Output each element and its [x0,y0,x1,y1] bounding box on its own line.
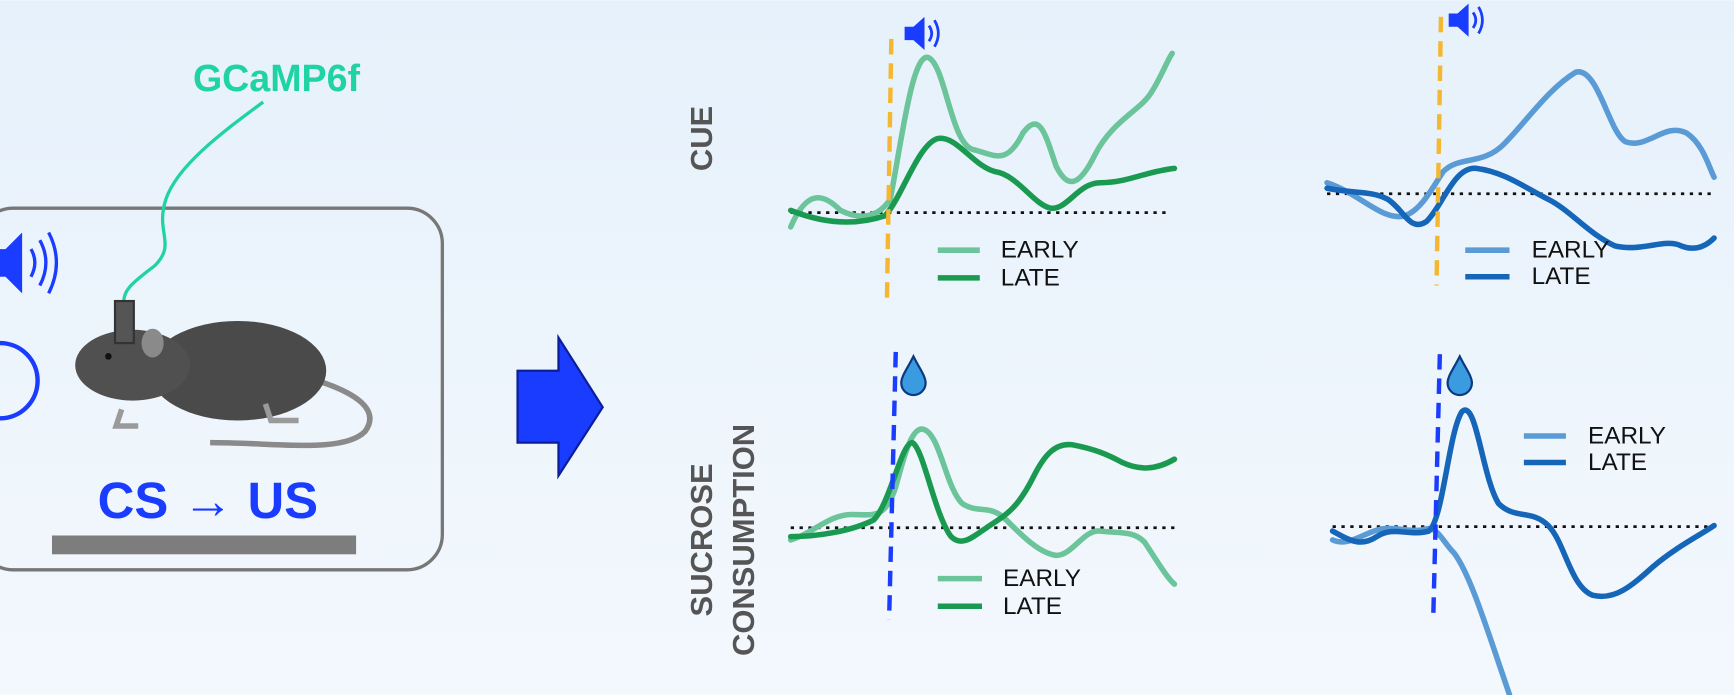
late-trace [787,439,1178,544]
speaker-icon [904,16,940,51]
paradigm-label: CS → US [98,472,318,529]
mouse [75,299,373,449]
legend-label: EARLY [1532,237,1610,264]
port-icon [0,340,40,421]
legend-label: LATE [1003,593,1062,620]
drop-icon [1446,353,1474,397]
speaker-icon [0,231,58,295]
legend-label: EARLY [1001,237,1079,264]
early-trace [787,426,1178,587]
legend-label: LATE [1001,264,1060,291]
setup-panel: GCaMP6f CS → US [0,57,444,572]
legend-label: LATE [1532,263,1591,290]
legend-label: LATE [1588,449,1647,476]
chamber [0,206,444,572]
trace-panel: EARLY LATE [787,351,1178,620]
late-trace [1324,165,1717,251]
drop-icon [900,353,927,397]
optic-fiber [122,100,265,302]
cue-onset [1434,16,1444,286]
arrow [516,333,605,480]
sensor-label: GCaMP6f [193,57,361,99]
floor-bar [51,535,357,555]
reward-onset [1430,354,1443,620]
trace-panel: EARLY LATE [787,16,1178,302]
trace-panel: EARLY LATE [1324,3,1717,290]
trace-panel: EARLY LATE [1329,353,1717,695]
legend-label: EARLY [1003,565,1081,592]
cue-onset [884,38,894,302]
speaker-icon [1448,3,1484,37]
legend-label: EARLY [1588,422,1666,449]
late-trace [1329,407,1717,600]
reward-onset [886,351,898,620]
row-label: SUCROSE [684,463,719,616]
late-trace [787,135,1178,225]
row-label: CUE [684,106,719,171]
early-trace [787,50,1175,230]
row-label: CONSUMPTION [726,424,761,656]
